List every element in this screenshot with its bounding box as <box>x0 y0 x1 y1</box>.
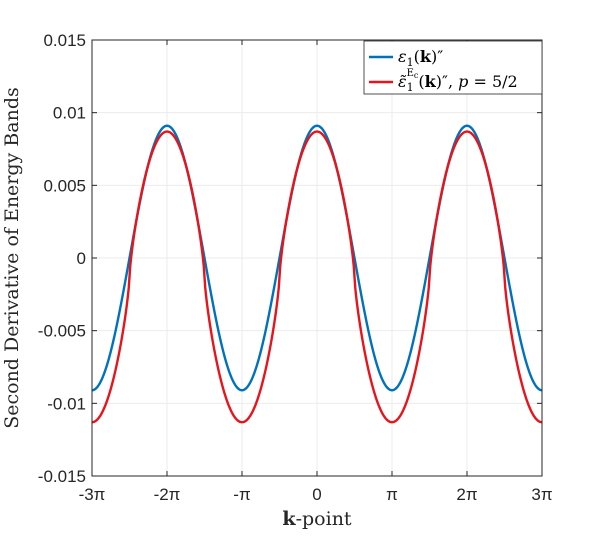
x-tick-label: -2π <box>154 485 181 504</box>
legend-label-blue: ε1(k)″ <box>398 47 443 69</box>
y-tick-label: -0.015 <box>38 467 86 486</box>
y-tick-label: 0 <box>77 249 86 268</box>
x-tick-label: -π <box>233 485 250 504</box>
y-tick-label: 0.005 <box>43 176 86 195</box>
x-tick-label: 3π <box>531 485 552 504</box>
x-axis-title-rest: -point <box>296 508 352 530</box>
x-axis-title: k-point <box>282 508 352 530</box>
plot-curves <box>91 124 543 424</box>
legend-label-red: ε̃1Ec(k)″, p = 5/2 <box>398 68 518 94</box>
x-tick-label: -3π <box>79 485 106 504</box>
y-tick-label: -0.01 <box>47 394 86 413</box>
x-axis-title-bold: k <box>282 508 296 530</box>
legend-box <box>363 40 543 95</box>
y-tick-label: -0.005 <box>38 322 86 341</box>
x-tick-label: 2π <box>456 485 477 504</box>
series-line-blue <box>91 124 543 392</box>
x-tick-label: 0 <box>312 485 321 504</box>
legend: ε1(k)″ ε̃1Ec(k)″, p = 5/2 <box>363 40 543 95</box>
series-line-red <box>91 130 543 424</box>
y-tick-label: 0.015 <box>43 31 86 50</box>
y-axis-title: Second Derivative of Energy Bands <box>1 87 23 429</box>
axis-ticks: -3π -2π -π 0 π 2π 3π -0.015 -0.01 -0.005 0 0.005 0.0… <box>38 31 553 504</box>
y-tick-label: 0.01 <box>53 104 86 123</box>
x-tick-label: π <box>386 485 398 504</box>
